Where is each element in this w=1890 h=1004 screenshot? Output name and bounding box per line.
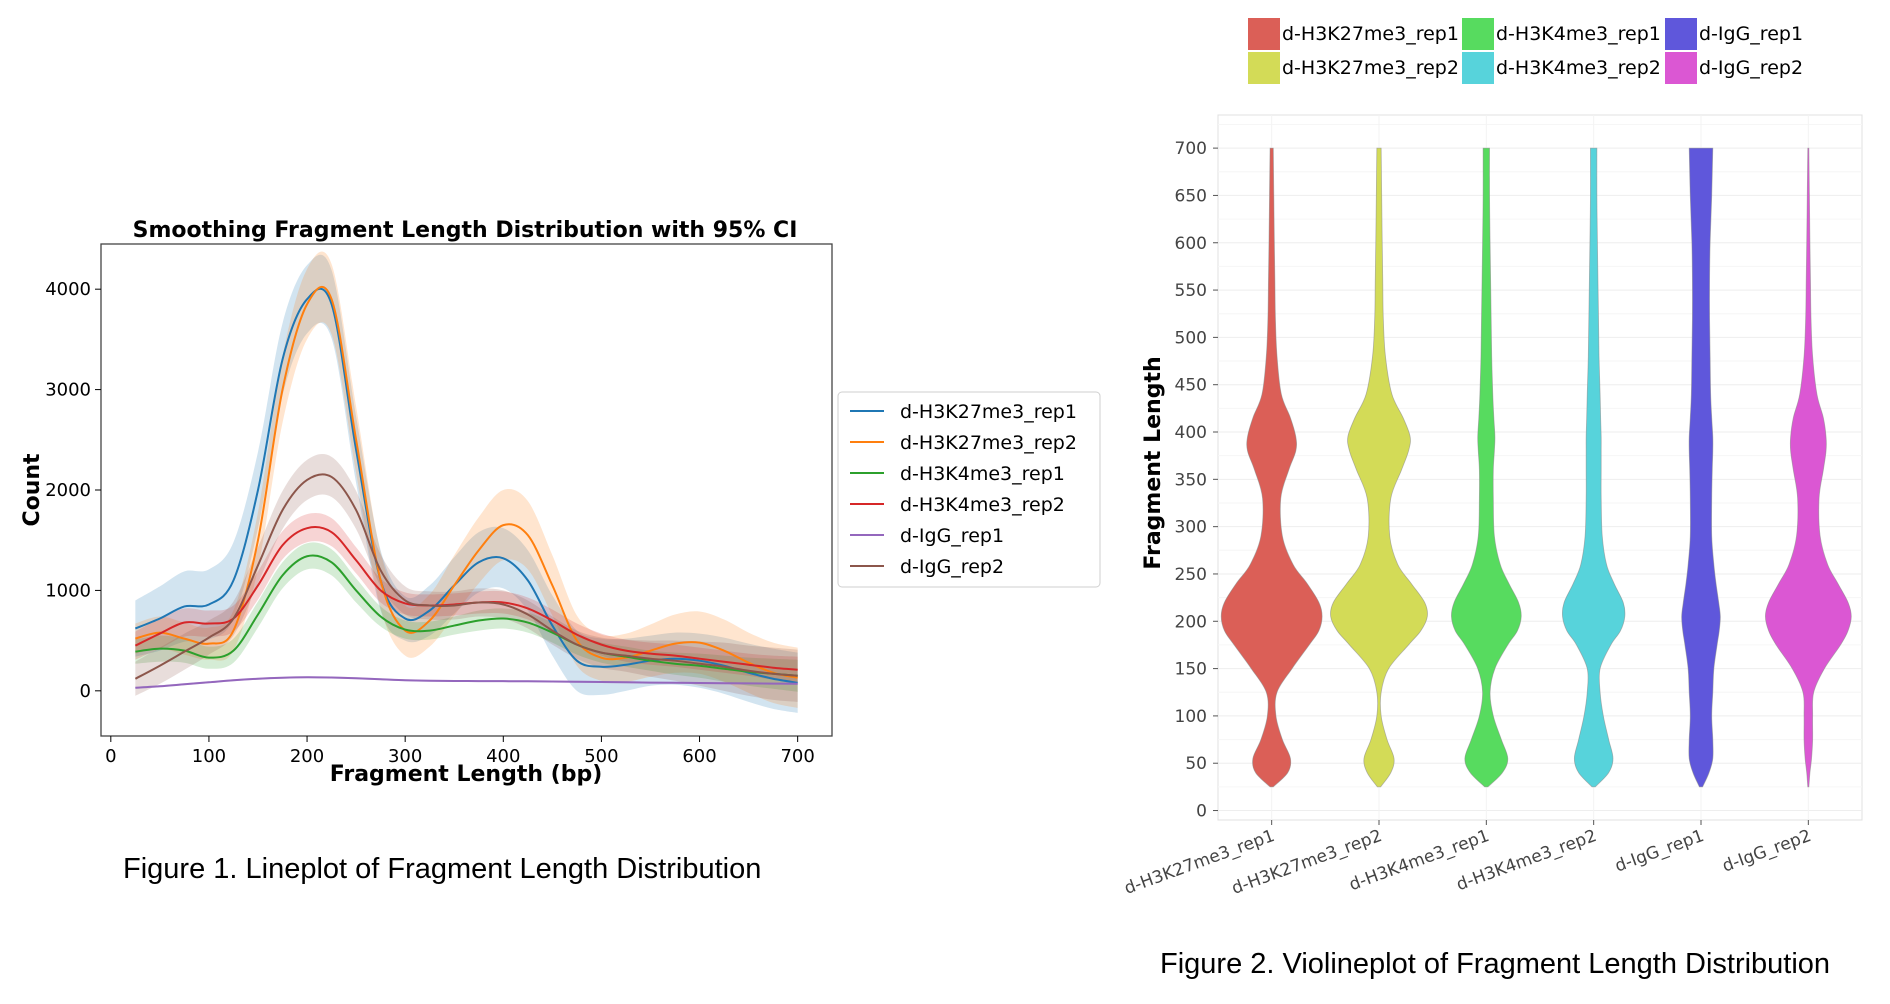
legend-label: d-H3K27me3_rep1 [900, 401, 1077, 423]
figure2-caption: Figure 2. Violineplot of Fragment Length… [1160, 948, 1831, 980]
x-tick-label: 700 [780, 746, 814, 767]
ci-band-d-IgG_rep2 [135, 454, 798, 702]
y-tick-label: 300 [1175, 518, 1207, 538]
violin-d-H3K27me3_rep1 [1220, 147, 1323, 788]
lineplot-title: Smoothing Fragment Length Distribution w… [133, 218, 798, 243]
violin-d-H3K4me3_rep1 [1451, 147, 1522, 788]
legend-label: d-H3K4me3_rep2 [900, 494, 1065, 516]
legend-swatch [1462, 18, 1494, 50]
series-line-d-H3K4me3_rep1 [135, 554, 798, 677]
x-tick-label: 600 [682, 746, 716, 767]
legend-swatch [1248, 18, 1280, 50]
y-tick-label: 450 [1175, 376, 1207, 396]
y-tick-label: 0 [1196, 802, 1207, 822]
x-tick-label: d-IgG_rep2 [1720, 826, 1814, 877]
legend-label: d-H3K4me3_rep1 [900, 463, 1065, 485]
y-axis-label: Fragment Length [1141, 356, 1166, 569]
x-tick-label: 200 [290, 746, 324, 767]
x-tick-label: 500 [584, 746, 618, 767]
violins [1220, 147, 1852, 788]
y-tick-label: 600 [1175, 234, 1207, 254]
x-tick-label: 300 [388, 746, 422, 767]
y-axis-label: Count [20, 453, 45, 527]
y-tick-label: 200 [1175, 612, 1207, 632]
x-axis-label: Fragment Length (bp) [330, 762, 603, 787]
x-axis-ticks: 0 100 200 300 400 500 600 700 [105, 736, 815, 767]
y-tick-label: 400 [1175, 423, 1207, 443]
legend-label: d-IgG_rep1 [1699, 23, 1803, 45]
y-tick-label: 350 [1175, 470, 1207, 490]
violin-d-IgG_rep1 [1681, 147, 1721, 788]
violinplot-panel [1217, 114, 1863, 821]
y-tick-label: 500 [1175, 328, 1207, 348]
x-tick-label: d-IgG_rep1 [1612, 826, 1706, 877]
y-tick-label: 3000 [45, 380, 91, 401]
violin-d-H3K4me3_rep2 [1561, 147, 1626, 788]
series-line-d-H3K27me3_rep1 [134, 287, 798, 684]
y-tick-label: 1000 [45, 580, 91, 601]
legend-label: d-IgG_rep2 [1699, 57, 1803, 79]
ci-bands [135, 251, 798, 713]
series-line-d-IgG_rep2 [134, 473, 798, 680]
x-tick-label: 0 [105, 746, 116, 767]
y-tick-label: 2000 [45, 480, 91, 501]
legend-label: d-IgG_rep2 [900, 556, 1004, 578]
y-tick-label: 100 [1175, 707, 1207, 727]
x-tick-label: 400 [486, 746, 520, 767]
y-axis-ticks: 0 1000 2000 3000 4000 [45, 279, 101, 702]
legend-label: d-H3K27me3_rep1 [1282, 23, 1459, 45]
legend-swatch [1248, 52, 1280, 84]
lineplot-figure: Smoothing Fragment Length Distribution w… [20, 218, 1101, 787]
legend-swatch [1665, 18, 1697, 50]
x-tick-label: 100 [192, 746, 226, 767]
x-axis-ticks: d-H3K27me3_rep1d-H3K27me3_rep2d-H3K4me3_… [1122, 820, 1814, 899]
y-tick-label: 550 [1175, 281, 1207, 301]
y-tick-label: 4000 [45, 279, 91, 300]
y-axis-ticks: 0 50 100 150 200 250 300 350 400 450 500 550 600 650 7… [1175, 139, 1218, 822]
legend-swatch [1665, 52, 1697, 84]
violinplot-figure: d-H3K27me3_rep1 d-H3K27me3_rep2 d-H3K4me3_… [1122, 18, 1863, 899]
legend-label: d-H3K27me3_rep2 [900, 432, 1077, 454]
y-tick-label: 250 [1175, 565, 1207, 585]
legend-label: d-IgG_rep1 [900, 525, 1004, 547]
y-tick-label: 700 [1175, 139, 1207, 159]
ci-band-d-H3K4me3_rep1 [135, 542, 798, 692]
ci-band-d-H3K4me3_rep2 [135, 512, 798, 683]
legend-swatch [1462, 52, 1494, 84]
violin-d-H3K27me3_rep2 [1330, 147, 1428, 788]
y-tick-label: 50 [1185, 754, 1207, 774]
legend-label: d-H3K4me3_rep2 [1496, 57, 1661, 79]
series-lines [134, 285, 798, 689]
legend-label: d-H3K4me3_rep1 [1496, 23, 1661, 45]
series-line-d-IgG_rep1 [135, 676, 798, 689]
violin-d-IgG_rep2 [1764, 147, 1852, 788]
series-line-d-H3K27me3_rep2 [135, 285, 798, 679]
y-tick-label: 150 [1175, 660, 1207, 680]
legend-label: d-H3K27me3_rep2 [1282, 57, 1459, 79]
legend-frame [837, 391, 1101, 588]
lineplot-legend: d-H3K27me3_rep1 d-H3K27me3_rep2 d-H3K4me3_… [837, 391, 1101, 588]
violinplot-legend: d-H3K27me3_rep1 d-H3K27me3_rep2 d-H3K4me3_… [1248, 18, 1803, 84]
y-tick-label: 650 [1175, 186, 1207, 206]
y-tick-label: 0 [80, 681, 91, 702]
figure1-caption: Figure 1. Lineplot of Fragment Length Di… [123, 853, 762, 885]
